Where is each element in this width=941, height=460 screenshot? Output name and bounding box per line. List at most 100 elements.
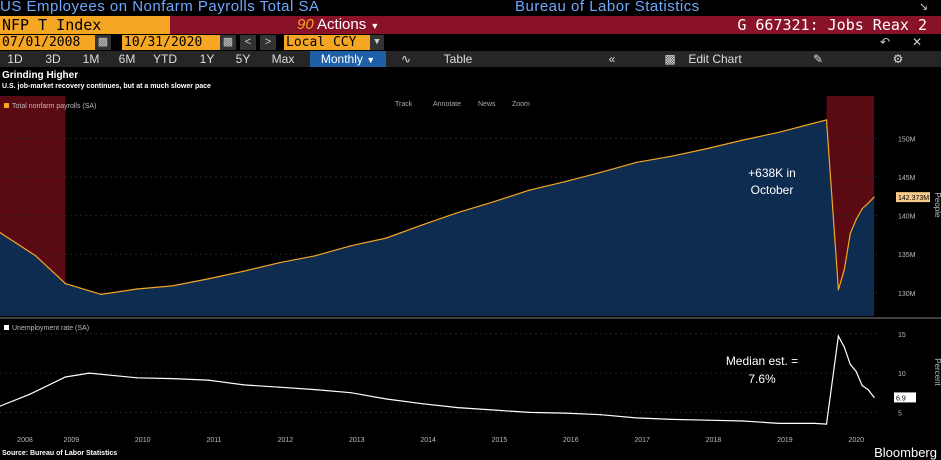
payrolls-area	[0, 119, 875, 317]
tab-max[interactable]: Max	[271, 52, 295, 66]
y-tick-label: 10	[898, 371, 906, 378]
payrolls-point	[0, 232, 1, 234]
payrolls-line	[0, 119, 875, 296]
payrolls-point	[855, 218, 857, 221]
next-arrow-icon[interactable]: >	[260, 35, 276, 50]
currency-value: Local CCY	[286, 35, 357, 50]
payrolls-point	[207, 278, 209, 280]
payrolls-point	[671, 155, 673, 157]
edit-chart-button[interactable]: Edit Chart	[688, 52, 742, 66]
unemployment-point	[671, 418, 673, 421]
annotation-text: 7.6%	[748, 372, 776, 386]
close-icon[interactable]: ✕	[912, 35, 923, 49]
tab-1m[interactable]: 1M	[82, 52, 100, 66]
title-bar: US Employees on Nonfarm Payrolls Total S…	[0, 0, 941, 16]
period-select[interactable]: Monthly ▼	[310, 51, 386, 67]
x-tick-label: 2014	[420, 437, 436, 444]
payrolls-point	[457, 211, 459, 214]
unemployment-point	[873, 396, 875, 399]
x-tick-label: 2020	[848, 437, 864, 444]
payrolls-point	[825, 119, 828, 121]
annotation-text: October	[751, 183, 794, 197]
last-value-tag	[896, 192, 930, 203]
tab-1y[interactable]: 1Y	[199, 52, 215, 66]
currency-select[interactable]: Local CCY ▼	[284, 35, 384, 50]
tab-6m[interactable]: 6M	[118, 52, 136, 66]
unemployment-point	[861, 385, 863, 387]
line-chart-icon[interactable]: ∿	[400, 52, 412, 66]
payrolls-point	[706, 147, 709, 150]
collapse-left-icon[interactable]: «	[608, 52, 616, 66]
unemployment-point	[528, 411, 530, 413]
payrolls-point	[843, 269, 845, 271]
chart-tool-annotate: Annotate	[433, 101, 461, 108]
tab-3d[interactable]: 3D	[45, 52, 61, 66]
payrolls-point	[635, 161, 637, 163]
actions-label: Actions	[317, 16, 367, 33]
last-value-label: 6.9	[896, 395, 906, 402]
unemployment-point	[564, 412, 566, 414]
unemployment-point	[88, 372, 90, 374]
unemployment-point	[813, 422, 816, 424]
tab-1d[interactable]: 1D	[7, 52, 23, 66]
unemployment-point	[837, 335, 839, 337]
payrolls-point	[492, 201, 495, 203]
source-note: Source: Bureau of Labor Statistics	[2, 450, 118, 457]
unemployment-line	[0, 334, 875, 425]
unemployment-point	[278, 386, 281, 388]
tab-5y[interactable]: 5Y	[235, 52, 251, 66]
payrolls-point	[849, 232, 851, 235]
end-date-field[interactable]: 10/31/2020	[122, 35, 222, 50]
tab-ytd[interactable]: YTD	[153, 52, 177, 66]
x-tick-label: 2016	[563, 437, 579, 444]
unemployment-point	[0, 405, 1, 407]
unemployment-point	[207, 379, 209, 381]
window-options-icon[interactable]: ↘	[919, 1, 929, 13]
table-button[interactable]: Table	[443, 52, 473, 66]
chevron-down-icon: ▼	[366, 55, 376, 65]
chart-tool-zoom: Zoom	[512, 101, 530, 108]
settings-gear-icon[interactable]: ⚙	[892, 52, 904, 66]
payrolls-point	[171, 285, 174, 287]
payrolls-point	[861, 208, 863, 210]
actions-menu[interactable]: 90 Actions ▼	[297, 16, 379, 34]
payrolls-point	[778, 131, 780, 133]
chart-tool-track: Track	[395, 101, 413, 108]
payrolls-point	[64, 282, 67, 285]
edit-icon[interactable]: ✎	[812, 52, 824, 66]
payrolls-point	[136, 288, 138, 290]
unemployment-point	[29, 393, 31, 395]
prev-arrow-icon[interactable]: <	[240, 35, 256, 50]
payrolls-point	[278, 262, 281, 264]
unemployment-point	[421, 403, 423, 405]
legend-label: Total nonfarm payrolls (SA)	[12, 103, 96, 110]
payrolls-point	[813, 122, 816, 124]
y-tick-label: 5	[898, 410, 902, 417]
legend-swatch	[4, 325, 9, 330]
unemployment-point	[599, 414, 602, 416]
x-tick-label: 2008	[17, 437, 33, 444]
payrolls-point	[528, 189, 530, 191]
actions-number: 90	[297, 16, 314, 33]
chevron-down-icon: ▼	[370, 21, 380, 31]
annotation-text: +638K in	[748, 166, 796, 180]
start-date-field[interactable]: 07/01/2008	[0, 35, 96, 50]
chevron-down-icon: ▼	[370, 35, 384, 50]
y-axis-label: People	[933, 193, 941, 218]
y-tick-label: 145M	[898, 175, 916, 182]
calendar-icon[interactable]: ▩	[95, 35, 111, 50]
bar-chart-icon[interactable]: ▩	[664, 52, 676, 66]
calendar-icon[interactable]: ▩	[220, 35, 236, 50]
undo-icon[interactable]: ↶	[880, 35, 891, 49]
payrolls-point	[350, 245, 352, 247]
y-tick-label: 135M	[898, 252, 916, 259]
x-tick-label: 2012	[278, 437, 294, 444]
x-tick-label: 2017	[634, 437, 650, 444]
y-tick-label: 130M	[898, 291, 916, 298]
source-title: Bureau of Labor Statistics	[515, 0, 700, 15]
unemployment-point	[492, 409, 495, 411]
ticker-field[interactable]: NFP T Index	[0, 16, 170, 34]
x-tick-label: 2009	[64, 437, 80, 444]
annotation-text: Median est. =	[726, 354, 798, 368]
